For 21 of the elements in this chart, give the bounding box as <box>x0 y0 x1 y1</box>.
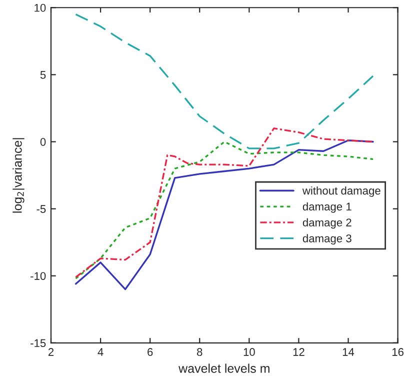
x-tick-label: 16 <box>392 348 404 356</box>
legend-label: damage 3 <box>302 234 352 245</box>
y-tick-label: -15 <box>30 339 46 348</box>
legend-label: damage 2 <box>302 218 352 229</box>
line-series <box>74 13 374 150</box>
y-tick-label: 10 <box>34 4 46 12</box>
x-tick-label: 10 <box>244 348 255 356</box>
x-tick-label: 8 <box>197 348 202 356</box>
x-tick-label: 12 <box>293 348 304 356</box>
y-tick-label: 5 <box>40 71 46 79</box>
y-tick-label: -5 <box>36 205 46 213</box>
x-tick-label: 2 <box>48 348 54 356</box>
x-tick-label: 14 <box>342 348 354 356</box>
x-tick-label: 6 <box>148 348 153 356</box>
x-axis-title: wavelet levels m <box>178 364 270 373</box>
legend-label: damage 1 <box>302 202 352 213</box>
y-tick-label: 0 <box>40 138 46 146</box>
x-tick-label: 4 <box>98 348 104 356</box>
y-tick-label: -10 <box>30 272 46 280</box>
legend-label: without damage <box>302 186 380 197</box>
y-axis-title: log$_{2}$|variance| <box>12 138 24 213</box>
